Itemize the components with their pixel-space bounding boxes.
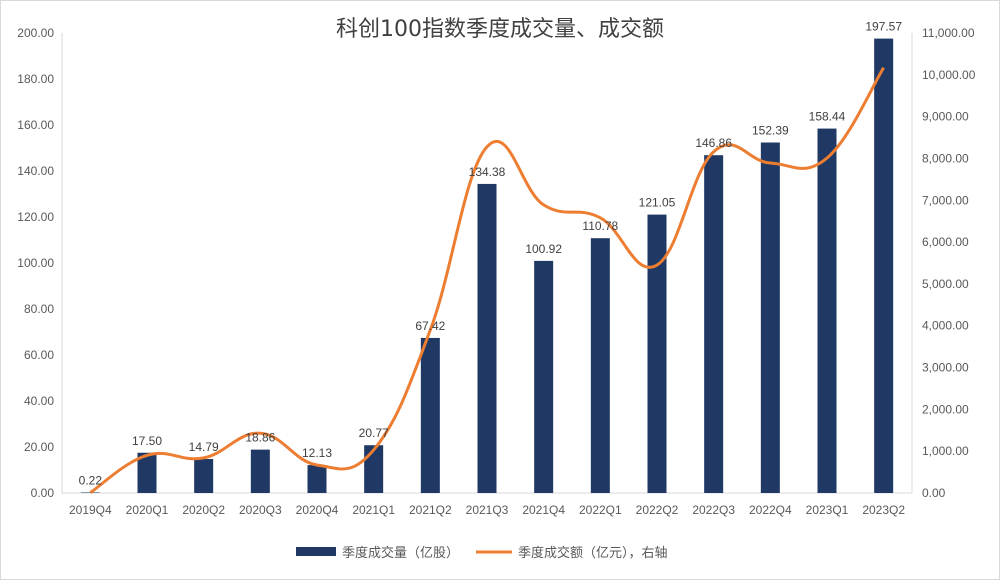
bar-data-label: 146.86: [695, 136, 732, 150]
y-left-tick-label: 80.00: [24, 302, 54, 316]
bar-data-label: 110.78: [582, 219, 618, 233]
bar-data-label: 14.79: [189, 440, 219, 454]
bar-data-label: 152.39: [752, 124, 789, 138]
y-left-tick-label: 20.00: [24, 440, 54, 454]
y-left-tick-label: 0.00: [31, 486, 55, 500]
y-left-tick-label: 120.00: [17, 210, 54, 224]
bar: [704, 155, 724, 494]
bar-data-label: 0.22: [79, 473, 103, 487]
bar: [80, 492, 100, 493]
bar: [647, 214, 667, 493]
bar-data-label: 67.42: [415, 319, 445, 333]
x-tick-label: 2022Q2: [636, 503, 679, 517]
y-left-tick-label: 140.00: [17, 164, 54, 178]
x-tick-label: 2022Q1: [579, 503, 622, 517]
amount-line: [89, 66, 885, 494]
x-tick-label: 2022Q4: [749, 503, 792, 517]
y-right-tick-label: 1,000.00: [922, 444, 969, 458]
x-tick-label: 2022Q3: [692, 503, 735, 517]
y-right-tick-label: 2,000.00: [922, 402, 969, 416]
y-left-tick-label: 100.00: [17, 256, 54, 270]
y-right-tick-label: 8,000.00: [922, 151, 969, 165]
x-tick-label: 2021Q3: [466, 503, 509, 517]
x-tick-label: 2021Q2: [409, 503, 452, 517]
bar: [420, 337, 440, 493]
bar-data-label: 134.38: [469, 165, 506, 179]
y-left-tick-label: 60.00: [24, 348, 54, 362]
legend-label-amount: 季度成交额（亿元），右轴: [518, 545, 668, 561]
y-right-tick-label: 3,000.00: [922, 361, 969, 375]
bar: [590, 238, 610, 493]
bar: [817, 128, 837, 493]
chart-title: 科创100指数季度成交量、成交额: [336, 17, 664, 42]
bar-data-label: 121.05: [639, 196, 676, 210]
legend-label-volume: 季度成交量（亿股）: [342, 545, 459, 561]
bar-data-label: 197.57: [865, 20, 902, 34]
x-tick-label: 2020Q1: [126, 503, 169, 517]
bar-data-label: 158.44: [809, 110, 846, 124]
y-left-tick-label: 160.00: [17, 118, 54, 132]
y-right-tick-label: 7,000.00: [922, 193, 969, 207]
legend-swatch-volume: [296, 547, 336, 556]
y-right-tick-label: 5,000.00: [922, 277, 969, 291]
bar-data-label: 12.13: [302, 446, 332, 460]
bar: [874, 38, 894, 494]
x-tick-label: 2020Q4: [296, 503, 339, 517]
y-left-tick-label: 40.00: [24, 394, 54, 408]
y-right-tick-label: 9,000.00: [922, 110, 969, 124]
bar: [534, 260, 554, 493]
bar: [477, 183, 497, 493]
y-right-tick-label: 4,000.00: [922, 319, 969, 333]
y-right-tick-label: 10,000.00: [922, 68, 976, 82]
bar-data-label: 18.86: [245, 431, 275, 445]
x-tick-label: 2023Q1: [806, 503, 849, 517]
bar: [307, 465, 327, 493]
bar: [250, 449, 270, 493]
bar: [137, 452, 157, 493]
bar: [364, 445, 384, 493]
y-right-tick-label: 0.00: [922, 486, 946, 500]
x-tick-label: 2020Q2: [182, 503, 225, 517]
x-tick-label: 2021Q4: [522, 503, 565, 517]
bar-data-label: 20.77: [359, 426, 389, 440]
x-tick-label: 2023Q2: [862, 503, 905, 517]
bar-data-label: 17.50: [132, 434, 162, 448]
y-left-tick-label: 200.00: [17, 26, 54, 40]
x-tick-label: 2019Q4: [69, 503, 112, 517]
bar: [194, 458, 214, 493]
bar-data-label: 100.92: [525, 242, 562, 256]
x-tick-label: 2021Q1: [352, 503, 395, 517]
x-tick-label: 2020Q3: [239, 503, 282, 517]
y-left-tick-label: 180.00: [17, 72, 54, 86]
y-right-tick-label: 6,000.00: [922, 235, 969, 249]
bar: [760, 142, 780, 494]
legend: 季度成交量（亿股） 季度成交额（亿元），右轴: [296, 545, 668, 561]
y-right-tick-label: 11,000.00: [922, 26, 975, 40]
